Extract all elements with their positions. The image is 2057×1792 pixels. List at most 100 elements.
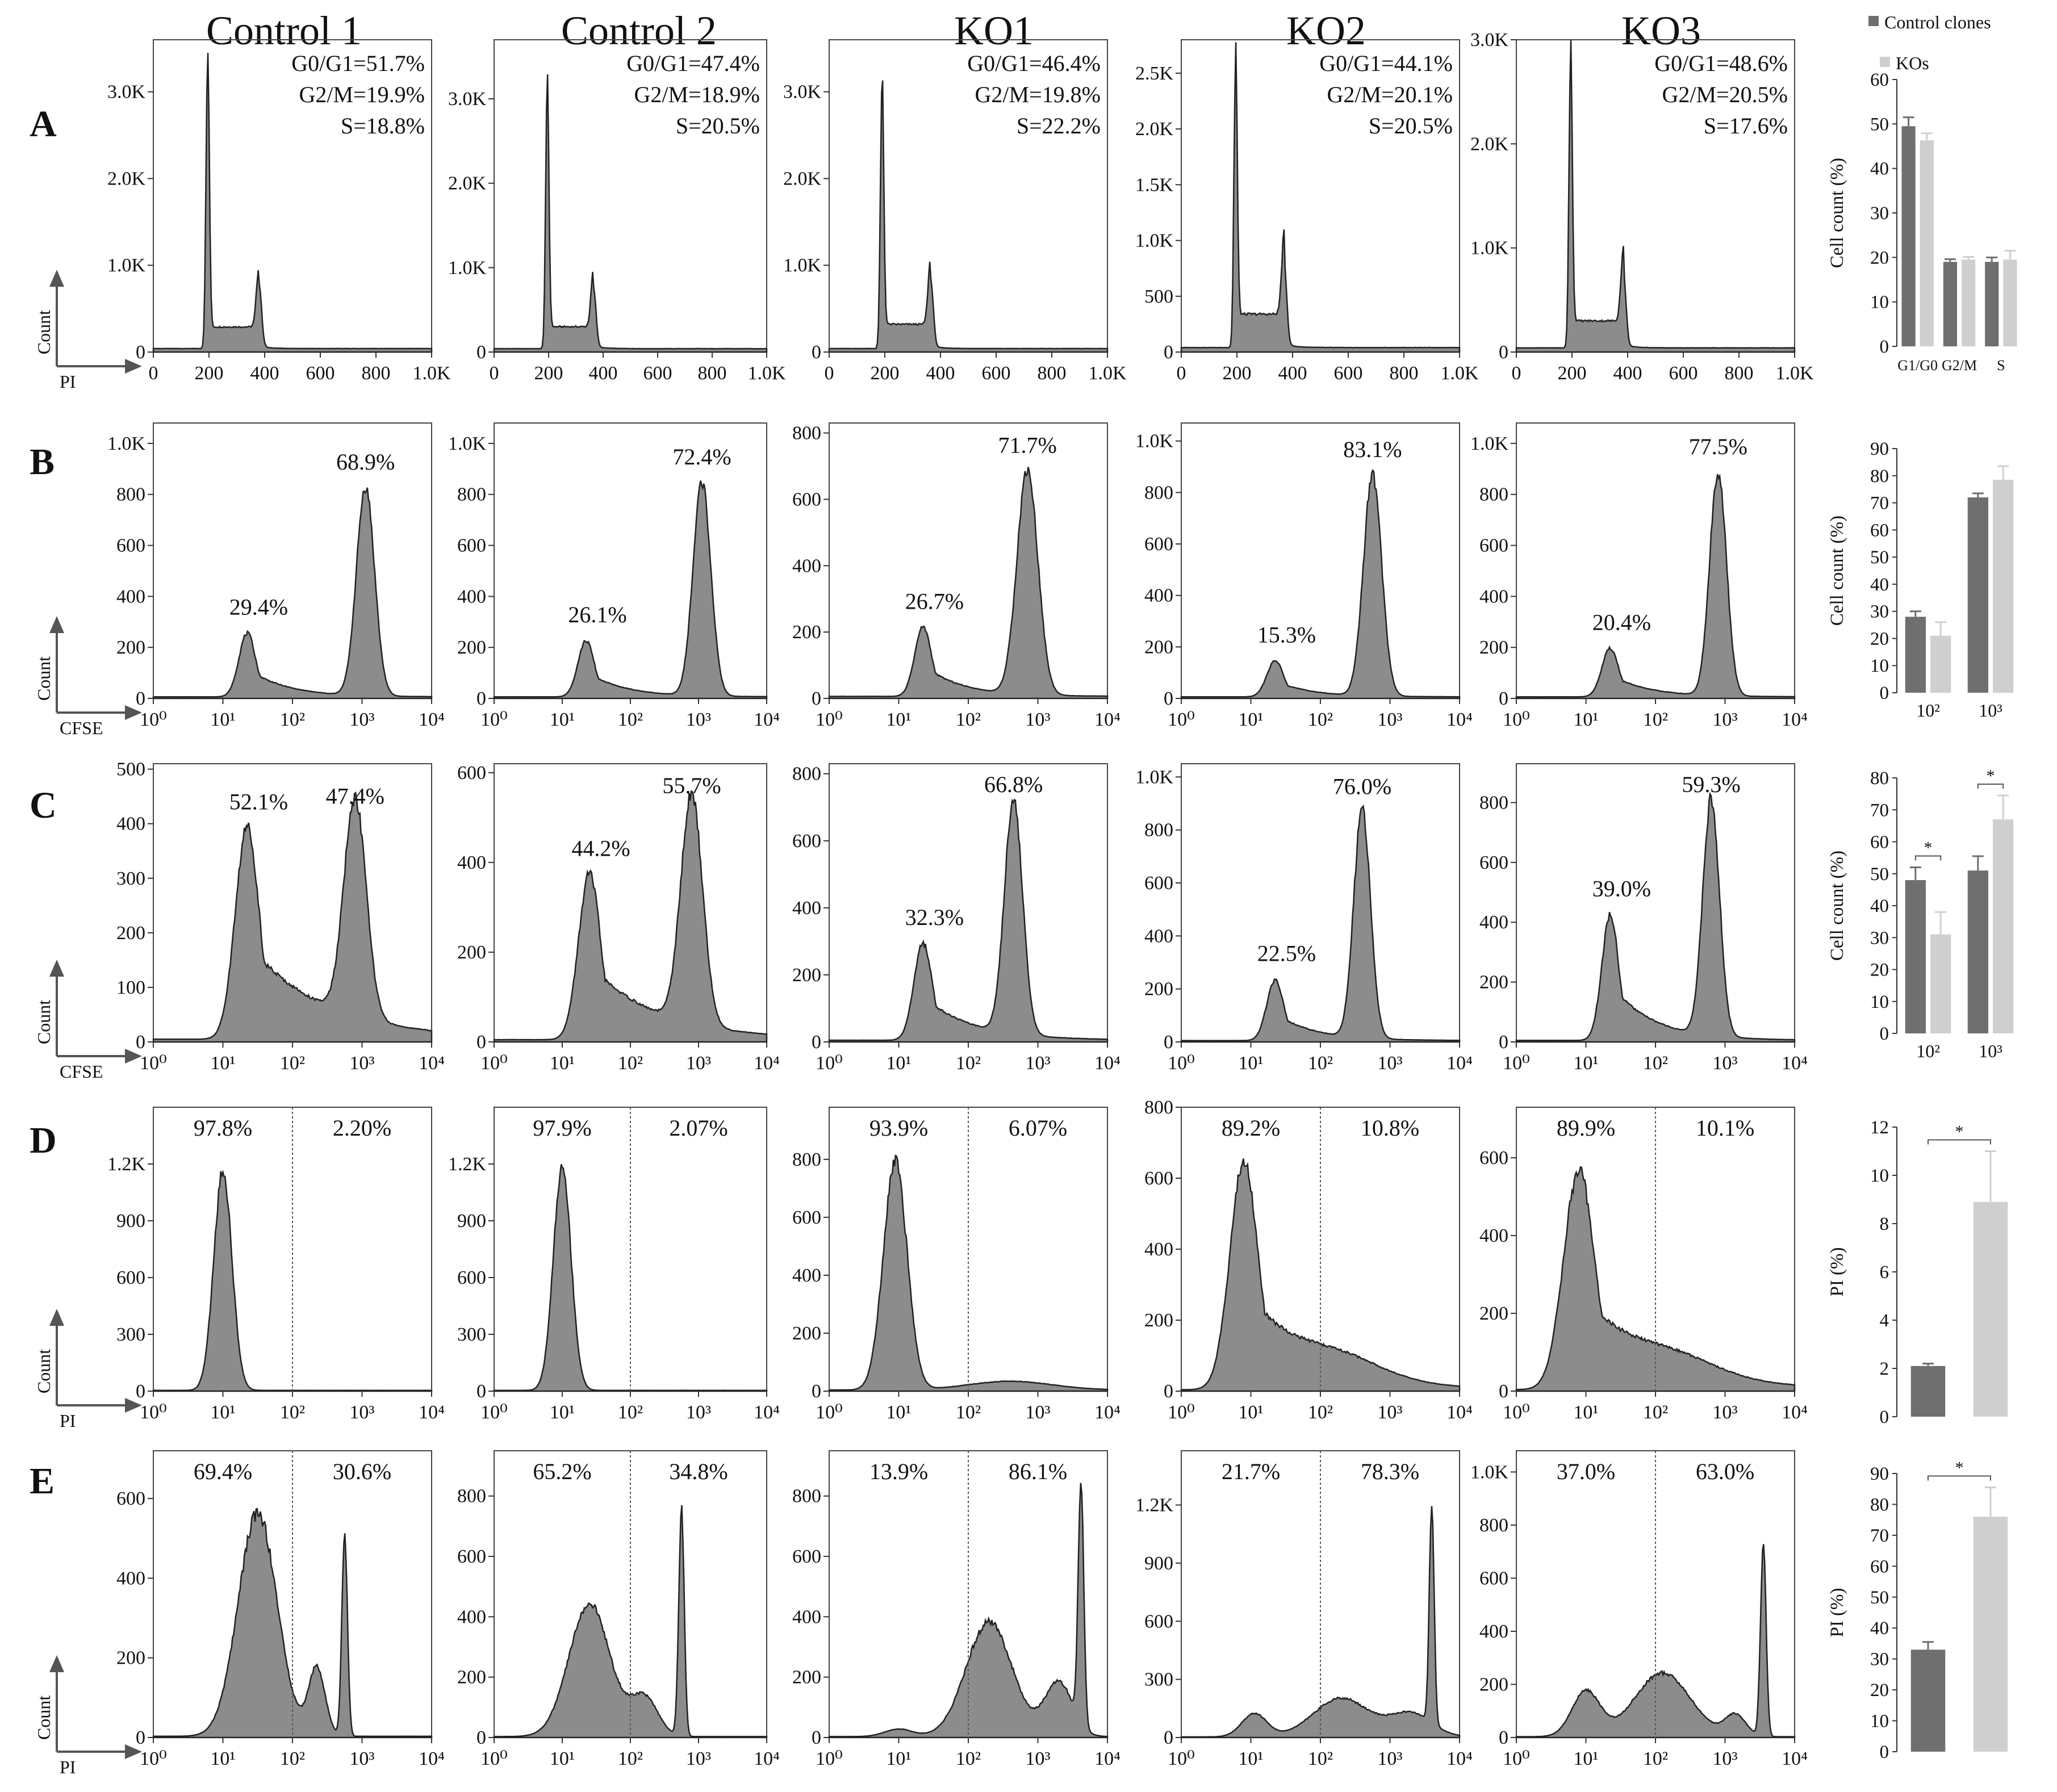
y-axis-title: Cell count (%) [1827,158,1847,268]
y-tick-label: 0 [1164,342,1173,363]
phase-percentage: G2/M=20.5% [1662,82,1788,107]
phase-percentage: G0/G1=46.4% [967,51,1101,76]
x-tick-label: 10² [1308,1053,1333,1074]
y-tick-label: 0 [1164,688,1173,709]
x-tick-label: 10⁴ [1446,709,1473,730]
phase-percentage: G2/M=19.8% [975,82,1101,107]
histogram-e-2: 0 200 400 600 800 10⁰ 10¹ 10² 10³ 10⁴ 65.2% 34.8% [457,1450,780,1769]
x-tick-label: 10¹ [1238,1053,1263,1074]
bar-chart-c: 0 10 20 30 40 50 60 70 80 Cell count (%) 10² 10³ * * [1827,767,2014,1061]
x-axis-title: PI [60,1410,76,1431]
histogram-area [1515,1166,1796,1392]
axis-arrow-y-head [49,1655,64,1672]
y-tick-label: 900 [116,1211,145,1232]
y-tick-label: 600 [792,831,821,852]
y-tick-label: 300 [116,1324,145,1345]
gate-right-percentage: 10.1% [1696,1115,1754,1141]
y-tick-label: 3.0K [448,89,487,110]
x-tick-label: 10³ [1025,1053,1050,1074]
y-tick-label: 600 [116,535,145,556]
histogram-d-5: 0 200 400 600 10⁰ 10¹ 10² 10³ 10⁴ 89.9% 10.1% [1479,1107,1808,1423]
gate-left-percentage: 13.9% [869,1459,928,1484]
y-tick-label: 300 [116,868,145,889]
y-tick-label: 200 [1479,637,1508,658]
y-tick-label: 400 [1479,1225,1508,1246]
histogram-c-4: 0 200 400 600 800 1.0K 10⁰ 10¹ 10² 10³ 10⁴ 22.5% 76.… [1135,763,1473,1074]
y-tick-label: 600 [792,1546,821,1567]
x-tick-label: 10⁰ [1168,1748,1195,1769]
x-tick-label: 10¹ [550,1402,575,1423]
x-tick-label: 10³ [349,1748,374,1769]
x-tick-label: 10⁴ [419,1402,445,1423]
x-tick-label: 10¹ [550,1748,575,1769]
x-tick-label: 10⁰ [140,1402,167,1423]
x-tick-label: 10³ [1377,1748,1402,1769]
x-tick-label: 10² [618,1402,643,1423]
bar [1930,934,1951,1033]
y-tick-label: 0 [812,342,821,363]
x-axis-title: PI [60,371,76,392]
x-tick-label: 10⁰ [816,709,843,730]
x-tick-label: 10⁴ [419,709,445,730]
peak-percentage: 20.4% [1592,610,1651,635]
histogram-area [493,790,768,1043]
bar-chart-e: 0 10 20 30 40 50 60 70 80 90 PI (%) * [1827,1459,2008,1762]
y-tick-label: 400 [457,586,486,607]
x-tick-label: 10³ [686,1748,711,1769]
legend-swatch-control [1868,16,1879,26]
x-tick-label: 400 [589,363,618,384]
y-tick-label: 200 [792,622,821,643]
significance-star: * [1955,1459,1964,1477]
x-tick-label: 10³ [1025,709,1050,730]
phase-percentage: S=17.6% [1704,113,1788,139]
histogram-a-4: 0 500 1.0K 1.5K 2.0K 2.5K 0 200 400 600 800 1.0K G0/… [1135,39,1479,384]
gate-left-percentage: 37.0% [1557,1459,1615,1484]
x-tick-label: G2/M [1942,357,1977,374]
x-tick-label: 10⁰ [480,709,508,730]
y-tick-label: 60 [1870,520,1889,541]
gate-left-percentage: 65.2% [533,1459,591,1484]
y-tick-label: 0 [1880,1742,1889,1762]
y-tick-label: 800 [792,1486,821,1507]
x-tick-label: 10³ [349,709,374,730]
x-tick-label: 10² [956,1053,981,1074]
x-tick-label: 0 [825,363,834,384]
y-tick-label: 800 [792,764,821,785]
phase-percentage: G2/M=18.9% [634,82,760,107]
x-tick-label: 10⁰ [480,1402,508,1423]
y-tick-label: 0 [136,342,145,363]
x-tick-label: 10⁰ [1168,1053,1195,1074]
x-tick-label: 800 [1725,363,1754,384]
x-tick-label: 10⁴ [754,1402,780,1423]
x-tick-label: 0 [490,363,499,384]
y-tick-label: 1.0K [1470,433,1509,454]
bar [1930,635,1951,693]
y-tick-label: 1.0K [1135,231,1174,252]
legend-swatch-kos [1880,57,1890,67]
y-tick-label: 600 [1144,534,1173,555]
x-tick-label: 10¹ [1238,1748,1263,1769]
x-tick-label: 10² [1643,1053,1668,1074]
phase-percentage: G0/G1=51.7% [291,51,425,76]
bar [1901,126,1916,346]
x-tick-label: 200 [195,363,224,384]
y-tick-label: 2.0K [783,168,822,189]
significance-star: * [1924,839,1933,857]
y-tick-label: 0 [1164,1727,1173,1748]
peak-percentage: 15.3% [1257,622,1316,648]
gate-right-percentage: 2.20% [333,1115,391,1141]
y-tick-label: 3.0K [1470,30,1509,51]
y-tick-label: 400 [1144,926,1173,947]
phase-percentage: G0/G1=47.4% [626,51,760,76]
y-tick-label: 0 [476,688,486,709]
significance-star: * [1955,1123,1964,1141]
peak-percentage: 32.3% [905,905,964,930]
y-tick-label: 400 [116,586,145,607]
y-tick-label: 200 [1479,1674,1508,1695]
y-tick-label: 1.0K [1470,238,1509,259]
bar-chart-d: 0 2 4 6 8 10 12 PI (%) * [1827,1117,2008,1427]
y-tick-label: 0 [812,688,821,709]
x-tick-label: 600 [306,363,335,384]
peak-percentage: 52.1% [229,789,288,814]
